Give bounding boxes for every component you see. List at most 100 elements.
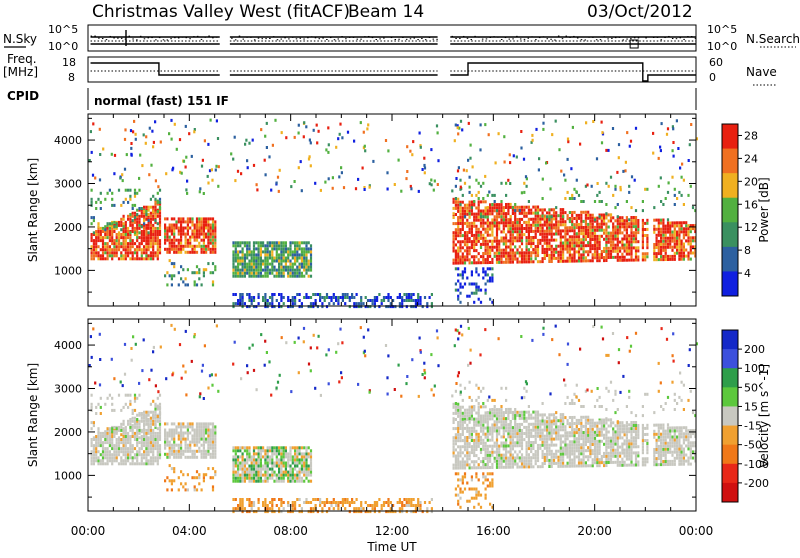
echo-cell [201,224,203,227]
echo-cell [246,446,248,449]
echo-cell [496,221,498,224]
echo-cell [272,144,274,147]
echo-cell [549,187,551,190]
echo-cell [294,474,296,477]
echo-cell [150,236,152,239]
echo-cell [587,250,589,253]
echo-cell [258,480,260,483]
echo-cell [143,236,145,239]
echo-cell [159,251,161,254]
echo-cell [150,221,152,224]
echo-cell [630,231,632,234]
echo-cell [289,244,291,247]
echo-cell [205,220,207,223]
echo-cell [319,504,321,507]
echo-cell [630,225,632,228]
echo-cell [528,200,530,203]
echo-cell [482,252,484,255]
echo-cell [466,448,468,451]
echo-cell [526,215,528,218]
echo-cell [453,201,455,204]
echo-cell [145,423,147,426]
echo-cell [455,250,457,253]
echo-cell [399,296,401,299]
echo-cell [125,453,127,456]
echo-cell [141,417,143,420]
echo-cell [196,441,198,444]
echo-cell [127,441,129,444]
echo-cell [635,219,637,222]
echo-cell [305,244,307,247]
echo-cell [173,435,175,438]
echo-cell [310,253,312,256]
echo-cell [292,480,294,483]
echo-cell [189,220,191,223]
echo-cell [210,227,212,230]
echo-cell [633,219,635,222]
echo-cell [344,293,346,296]
echo-cell [194,239,196,242]
echo-cell [437,183,439,186]
echo-cell [459,207,461,210]
echo-cell [264,257,266,260]
echo-cell [671,176,673,179]
echo-cell [507,255,509,258]
echo-cell [123,230,125,233]
echo-cell [93,251,95,254]
echo-cell [237,253,239,256]
echo-cell [292,272,294,275]
nsearch-tick-top: 10^5 [707,23,737,36]
echo-cell [201,283,203,286]
echo-cell [253,244,255,247]
echo-cell [100,227,102,230]
echo-cell [143,441,145,444]
echo-cell [542,245,544,248]
echo-cell [466,439,468,442]
echo-cell [546,239,548,242]
echo-cell [457,240,459,243]
echo-cell [239,455,241,458]
echo-cell [212,422,214,425]
echo-cell [173,438,175,441]
echo-cell [258,446,260,449]
echo-cell [413,293,415,296]
echo-cell [491,194,493,197]
echo-cell [239,504,241,507]
echo-cell [310,263,312,266]
echo-cell [214,224,216,227]
echo-cell [127,394,129,397]
echo-cell [619,216,621,219]
echo-cell [576,220,578,223]
echo-cell [569,254,571,257]
echo-cell [453,207,455,210]
echo-cell [173,453,175,456]
echo-cell [560,170,562,173]
echo-cell [111,192,113,195]
echo-cell [498,240,500,243]
echo-cell [605,232,607,235]
echo-cell [239,501,241,504]
echo-cell [603,238,605,241]
echo-cell [466,231,468,234]
echo-cell [201,251,203,254]
echo-cell [542,257,544,260]
echo-cell [273,462,275,465]
echo-cell [187,239,189,242]
echo-cell [459,246,461,249]
echo-cell [498,255,500,258]
echo-cell [679,167,681,170]
echo-cell [455,439,457,442]
echo-cell [138,447,140,450]
echo-cell [95,254,97,257]
echo-cell [381,302,383,305]
echo-cell [516,233,518,236]
echo-cell [109,251,111,254]
echo-cell [154,239,156,242]
echo-cell [605,238,607,241]
echo-cell [301,266,303,269]
echo-cell [464,283,466,286]
echo-cell [132,219,134,222]
echo-cell [164,432,166,435]
echo-cell [601,217,603,220]
echo-cell [248,471,250,474]
